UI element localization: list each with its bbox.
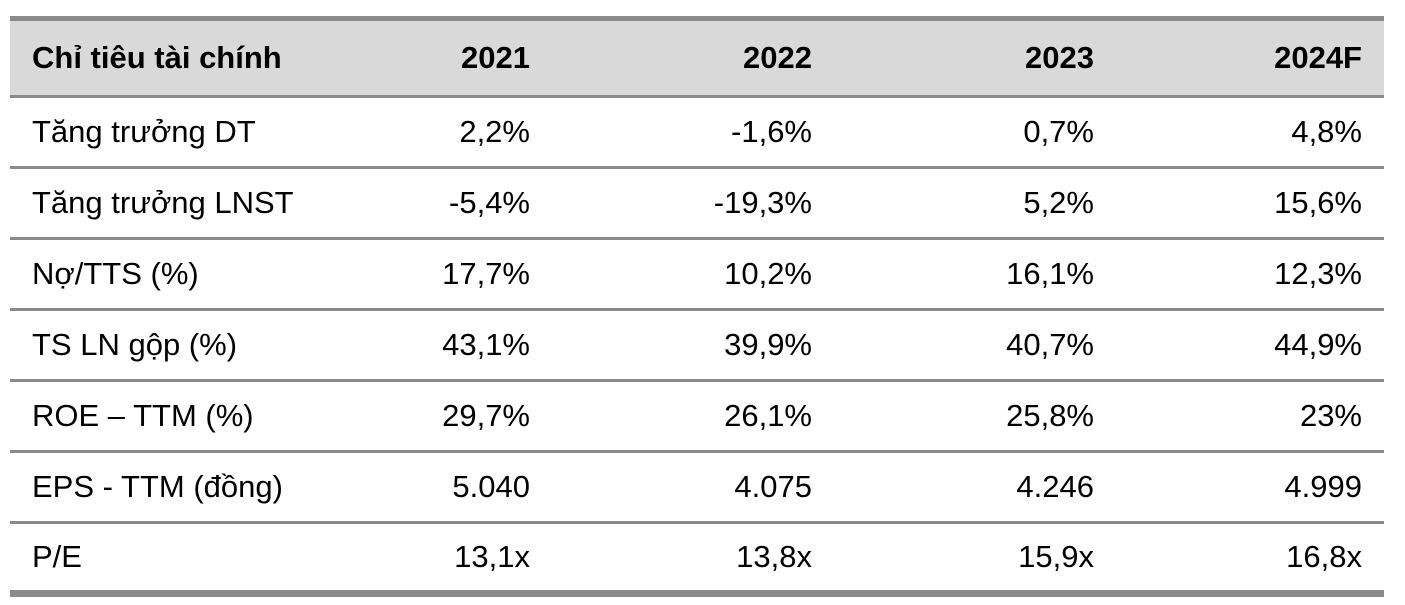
cell-value: 0,7% — [834, 96, 1116, 169]
table-row: TS LN gộp (%) 43,1% 39,9% 40,7% 44,9% — [10, 309, 1384, 382]
header-year-2022: 2022 — [552, 16, 834, 98]
cell-value: 23% — [1116, 380, 1384, 453]
cell-value: 15,9x — [834, 522, 1116, 597]
cell-value: 5,2% — [834, 167, 1116, 240]
table-row: ROE – TTM (%) 29,7% 26,1% 25,8% 23% — [10, 380, 1384, 453]
cell-value: 10,2% — [552, 238, 834, 311]
header-row: Chỉ tiêu tài chính 2021 2022 2023 2024F — [10, 16, 1384, 98]
row-label: Tăng trưởng LNST — [10, 167, 348, 240]
cell-value: 39,9% — [552, 309, 834, 382]
cell-value: 16,1% — [834, 238, 1116, 311]
financial-indicators-table: Chỉ tiêu tài chính 2021 2022 2023 2024F … — [10, 16, 1384, 597]
table-row: Tăng trưởng LNST -5,4% -19,3% 5,2% 15,6% — [10, 167, 1384, 240]
cell-value: -19,3% — [552, 167, 834, 240]
row-label: Nợ/TTS (%) — [10, 238, 348, 311]
cell-value: 4.246 — [834, 451, 1116, 524]
cell-value: 44,9% — [1116, 309, 1384, 382]
cell-value: 13,1x — [348, 522, 552, 597]
financial-indicators-table-container: Chỉ tiêu tài chính 2021 2022 2023 2024F … — [10, 16, 1384, 597]
header-year-2021: 2021 — [348, 16, 552, 98]
cell-value: 29,7% — [348, 380, 552, 453]
row-label: TS LN gộp (%) — [10, 309, 348, 382]
row-label: P/E — [10, 522, 348, 597]
header-year-2024f: 2024F — [1116, 16, 1384, 98]
cell-value: 25,8% — [834, 380, 1116, 453]
cell-value: 4,8% — [1116, 96, 1384, 169]
cell-value: 43,1% — [348, 309, 552, 382]
cell-value: 15,6% — [1116, 167, 1384, 240]
cell-value: 17,7% — [348, 238, 552, 311]
cell-value: 16,8x — [1116, 522, 1384, 597]
cell-value: 5.040 — [348, 451, 552, 524]
cell-value: 12,3% — [1116, 238, 1384, 311]
row-label: EPS - TTM (đồng) — [10, 451, 348, 524]
row-label: Tăng trưởng DT — [10, 96, 348, 169]
header-year-2023: 2023 — [834, 16, 1116, 98]
table-body: Tăng trưởng DT 2,2% -1,6% 0,7% 4,8% Tăng… — [10, 96, 1384, 597]
cell-value: 4.999 — [1116, 451, 1384, 524]
table-row: P/E 13,1x 13,8x 15,9x 16,8x — [10, 522, 1384, 597]
cell-value: 26,1% — [552, 380, 834, 453]
cell-value: 40,7% — [834, 309, 1116, 382]
table-row: Tăng trưởng DT 2,2% -1,6% 0,7% 4,8% — [10, 96, 1384, 169]
cell-value: -1,6% — [552, 96, 834, 169]
table-row: EPS - TTM (đồng) 5.040 4.075 4.246 4.999 — [10, 451, 1384, 524]
table-header: Chỉ tiêu tài chính 2021 2022 2023 2024F — [10, 16, 1384, 98]
cell-value: 13,8x — [552, 522, 834, 597]
table-row: Nợ/TTS (%) 17,7% 10,2% 16,1% 12,3% — [10, 238, 1384, 311]
cell-value: -5,4% — [348, 167, 552, 240]
row-label: ROE – TTM (%) — [10, 380, 348, 453]
cell-value: 2,2% — [348, 96, 552, 169]
cell-value: 4.075 — [552, 451, 834, 524]
header-indicator: Chỉ tiêu tài chính — [10, 16, 348, 98]
